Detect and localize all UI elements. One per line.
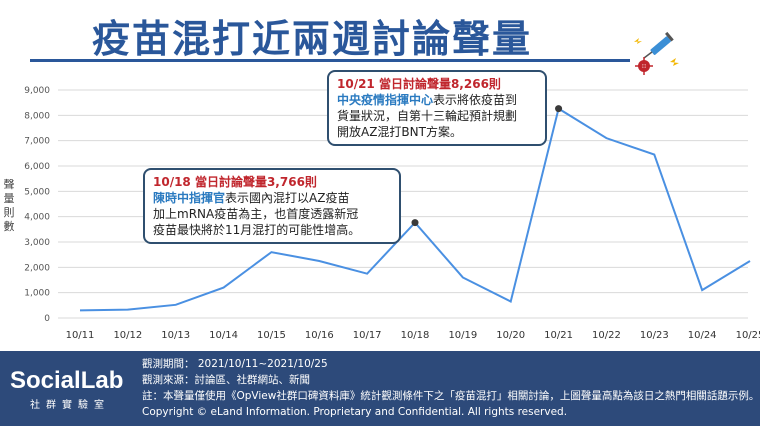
x-tick-label: 10/19 [448, 330, 477, 341]
annotation-org: 中央疫情指揮中心 [337, 93, 434, 107]
y-tick-label: 7,000 [24, 137, 50, 147]
brand-subtitle: 社群實驗室 [30, 400, 110, 411]
annotation-text: 貨量狀況，自第十三輪起預計規劃 [337, 109, 518, 123]
x-tick-label: 10/18 [401, 330, 430, 341]
y-tick-label: 8,000 [24, 111, 50, 121]
x-tick-label: 10/23 [640, 330, 669, 341]
annotation-callout-1021: 10/21 當日討論聲量8,266則 中央疫情指揮中心表示將依疫苗到 貨量狀況，… [327, 70, 547, 146]
x-tick-label: 10/22 [592, 330, 621, 341]
footer: SocialLab 社群實驗室 觀測期間： 2021/10/11~2021/10… [0, 351, 760, 426]
annotation-text: 開放AZ混打BNT方案。 [337, 125, 462, 139]
x-tick-label: 10/15 [257, 330, 286, 341]
annotation-text: 表示將依疫苗到 [433, 93, 518, 107]
observation-source: 觀測來源：討論區、社群網站、新聞 [142, 374, 310, 386]
syringe-icon [643, 31, 674, 59]
chart-title: 疫苗混打近兩週討論聲量 [92, 17, 533, 61]
title-underline [30, 59, 630, 62]
highlight-points [411, 105, 563, 227]
spark-icon [634, 38, 642, 44]
y-tick-label: 3,000 [24, 238, 50, 248]
x-tick-labels: 10/11 10/12 10/13 10/14 10/15 10/16 10/17 10/18… [66, 330, 760, 341]
y-tick-label: 4,000 [24, 213, 50, 223]
brand-logo: SocialLab [10, 367, 124, 394]
title-bar: 疫苗混打近兩週討論聲量 [0, 0, 760, 75]
y-tick-label: 6,000 [24, 162, 50, 172]
x-tick-label: 10/25 [736, 330, 760, 341]
vaccine-syringe-icon [634, 31, 679, 75]
x-tick-label: 10/16 [305, 330, 334, 341]
annotation-heading: 10/21 當日討論聲量8,266則 [337, 77, 501, 91]
virus-icon [635, 57, 653, 75]
y-tick-label: 0 [44, 314, 50, 324]
annotation-heading: 10/18 當日討論聲量3,766則 [153, 175, 317, 189]
footnote: 註：本聲量僅使用《OpView社群口碑資料庫》統計觀測條件下之「疫苗混打」相關討… [142, 390, 754, 402]
highlight-point [411, 219, 419, 227]
footer-notes: 觀測期間： 2021/10/11~2021/10/25 觀測來源：討論區、社群網… [142, 356, 754, 420]
highlight-point [555, 105, 563, 113]
observation-period: 觀測期間： 2021/10/11~2021/10/25 [142, 358, 328, 370]
x-tick-label: 10/21 [544, 330, 573, 341]
annotation-text: 加上mRNA疫苗為主，也首度透露新冠 [153, 207, 359, 221]
copyright: Copyright © eLand Information. Proprieta… [142, 406, 568, 418]
y-tick-label: 2,000 [24, 263, 50, 273]
x-tick-label: 10/20 [496, 330, 525, 341]
y-tick-label: 5,000 [24, 187, 50, 197]
x-tick-label: 10/24 [688, 330, 717, 341]
y-tick-labels: 0 1,000 2,000 3,000 4,000 5,000 6,000 7,000 8,00… [24, 86, 50, 324]
x-tick-label: 10/12 [113, 330, 142, 341]
annotation-callout-1018: 10/18 當日討論聲量3,766則 陳時中指揮官表示國內混打以AZ疫苗 加上m… [143, 168, 401, 244]
x-tick-label: 10/13 [161, 330, 190, 341]
y-tick-label: 1,000 [24, 289, 50, 299]
x-tick-label: 10/17 [353, 330, 382, 341]
x-tick-label: 10/11 [66, 330, 95, 341]
annotation-text: 表示國內混打以AZ疫苗 [225, 191, 350, 205]
annotation-text: 疫苗最快將於11月混打的可能性增高。 [153, 223, 361, 237]
x-tick-label: 10/14 [209, 330, 238, 341]
annotation-org: 陳時中指揮官 [153, 191, 226, 205]
spark-icon-2 [670, 58, 679, 66]
y-tick-label: 9,000 [24, 86, 50, 96]
y-axis-label: 聲量則數 [3, 178, 15, 233]
